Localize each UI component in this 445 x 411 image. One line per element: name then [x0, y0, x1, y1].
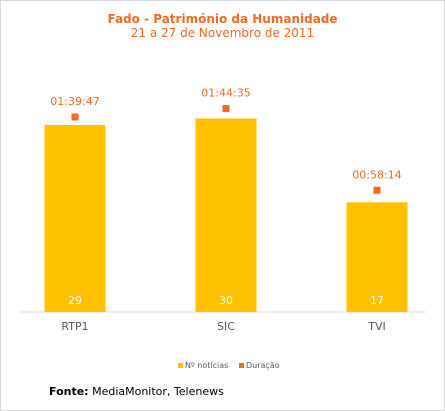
source-text: MediaMonitor, Telenews — [88, 385, 224, 398]
chart-subtitle: 21 a 27 de Novembro de 2011 — [130, 26, 315, 40]
bar-value-label: 29 — [68, 294, 82, 307]
bar-rtp1 — [44, 124, 106, 312]
x-tick-label: TVI — [367, 320, 386, 333]
bar-value-label: 17 — [370, 294, 384, 307]
bar-value-label: 30 — [219, 294, 233, 307]
bar-tvi — [346, 202, 408, 312]
duration-point-tvi — [373, 186, 381, 194]
source-label: Fonte: — [49, 385, 89, 398]
legend-label-points: Duração — [246, 361, 280, 370]
source-note: Fonte: MediaMonitor, Telenews — [49, 385, 224, 398]
legend-swatch-bars — [178, 363, 183, 368]
bar-sic — [195, 118, 257, 312]
duration-label: 01:44:35 — [201, 87, 250, 100]
legend-label-bars: Nº notícias — [185, 361, 228, 370]
x-tick-label: SIC — [217, 320, 235, 333]
x-tick-label: RTP1 — [61, 320, 88, 333]
duration-label: 00:58:14 — [352, 168, 401, 181]
duration-label: 01:39:47 — [50, 95, 99, 108]
duration-point-rtp1 — [71, 113, 79, 121]
duration-point-sic — [222, 105, 230, 113]
chart-title: Fado - Património da Humanidade — [107, 12, 338, 26]
legend-swatch-points — [239, 363, 244, 368]
